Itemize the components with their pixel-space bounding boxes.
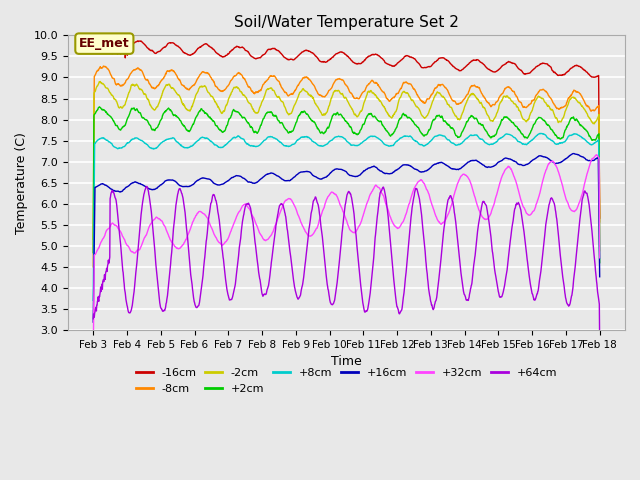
+2cm xyxy=(202,110,210,116)
+64cm xyxy=(259,293,267,299)
-16cm xyxy=(90,41,97,47)
+16cm xyxy=(536,153,543,159)
-16cm xyxy=(190,50,198,56)
+2cm xyxy=(536,115,544,120)
Line: +16cm: +16cm xyxy=(93,154,600,322)
-16cm xyxy=(202,41,210,47)
-8cm xyxy=(259,82,267,88)
+2cm xyxy=(259,117,267,122)
+16cm xyxy=(90,319,97,325)
Title: Soil/Water Temperature Set 2: Soil/Water Temperature Set 2 xyxy=(234,15,459,30)
Line: -16cm: -16cm xyxy=(93,41,600,218)
+32cm xyxy=(596,255,604,261)
-16cm xyxy=(492,69,499,75)
-2cm xyxy=(536,94,544,100)
+8cm xyxy=(596,255,604,261)
+64cm xyxy=(536,275,544,281)
Line: -2cm: -2cm xyxy=(93,82,600,251)
+32cm xyxy=(593,152,600,157)
+16cm xyxy=(596,274,604,280)
+8cm xyxy=(536,131,544,136)
Y-axis label: Temperature (C): Temperature (C) xyxy=(15,132,28,234)
+64cm xyxy=(190,297,198,302)
+64cm xyxy=(202,239,210,244)
-16cm xyxy=(259,52,267,58)
+8cm xyxy=(202,135,210,141)
Line: +2cm: +2cm xyxy=(93,107,600,263)
-16cm xyxy=(425,64,433,70)
-2cm xyxy=(425,109,433,115)
+32cm xyxy=(202,213,210,219)
+16cm xyxy=(259,175,266,180)
-2cm xyxy=(190,98,198,104)
-2cm xyxy=(492,115,499,120)
+2cm xyxy=(96,104,104,109)
+2cm xyxy=(492,132,499,138)
+16cm xyxy=(425,167,433,172)
-8cm xyxy=(190,82,198,88)
+16cm xyxy=(189,181,197,187)
-2cm xyxy=(97,79,104,84)
+32cm xyxy=(189,217,197,223)
+8cm xyxy=(536,131,543,136)
-16cm xyxy=(596,215,604,221)
+64cm xyxy=(492,270,499,276)
+64cm xyxy=(143,183,150,189)
+64cm xyxy=(425,288,433,294)
+8cm xyxy=(425,140,433,146)
+32cm xyxy=(536,192,543,197)
-8cm xyxy=(596,219,604,225)
+32cm xyxy=(491,198,499,204)
+8cm xyxy=(189,142,197,147)
+32cm xyxy=(259,235,266,240)
Text: EE_met: EE_met xyxy=(79,37,130,50)
+2cm xyxy=(425,127,433,132)
-16cm xyxy=(134,38,141,44)
-2cm xyxy=(596,248,604,253)
+8cm xyxy=(491,140,499,146)
Line: +8cm: +8cm xyxy=(93,133,600,300)
-8cm xyxy=(100,63,108,69)
+32cm xyxy=(425,191,433,196)
+64cm xyxy=(596,341,604,347)
+32cm xyxy=(90,353,97,359)
-2cm xyxy=(202,85,210,91)
-8cm xyxy=(90,264,97,270)
+16cm xyxy=(202,176,210,181)
-8cm xyxy=(425,96,433,102)
-16cm xyxy=(536,61,544,67)
+2cm xyxy=(596,260,604,265)
+16cm xyxy=(570,151,577,156)
Line: +32cm: +32cm xyxy=(93,155,600,356)
+2cm xyxy=(90,250,97,255)
-8cm xyxy=(536,87,544,93)
+2cm xyxy=(190,120,198,126)
+8cm xyxy=(259,139,266,145)
Line: -8cm: -8cm xyxy=(93,66,600,267)
Line: +64cm: +64cm xyxy=(93,186,600,344)
+64cm xyxy=(90,316,97,322)
+8cm xyxy=(90,298,97,303)
-8cm xyxy=(202,70,210,75)
-2cm xyxy=(259,97,267,103)
X-axis label: Time: Time xyxy=(331,355,362,369)
-8cm xyxy=(492,101,499,107)
-2cm xyxy=(90,236,97,242)
Legend: -16cm, -8cm, -2cm, +2cm, +8cm, +16cm, +32cm, +64cm: -16cm, -8cm, -2cm, +2cm, +8cm, +16cm, +3… xyxy=(131,364,561,398)
+16cm xyxy=(491,163,499,168)
